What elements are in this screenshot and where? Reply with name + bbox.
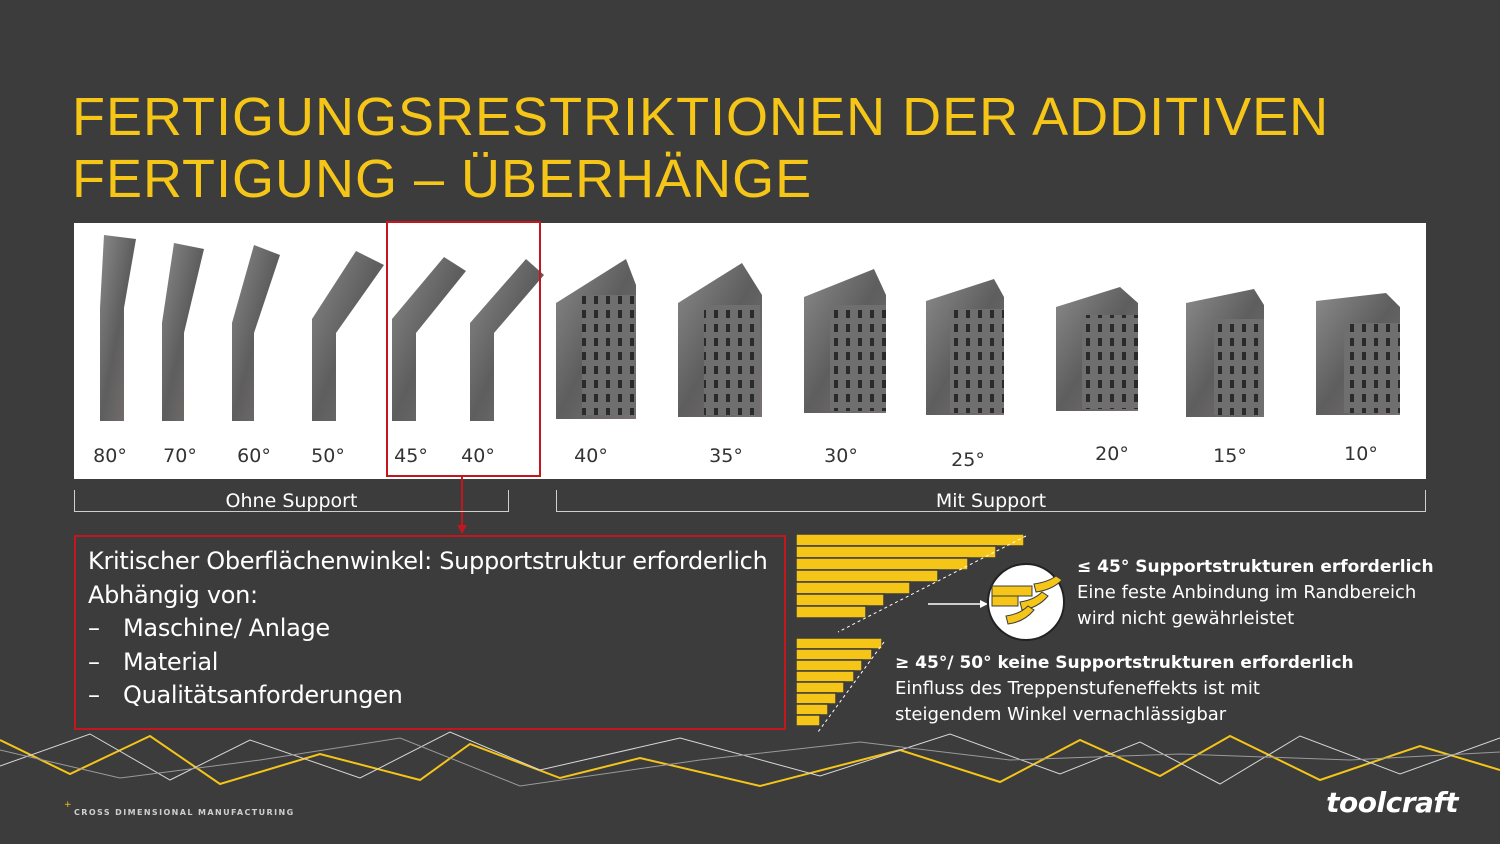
no-support-line-2: steigendem Winkel vernachlässigbar [895, 704, 1227, 725]
angle-label: 40° [574, 445, 608, 467]
footer-tagline: CROSS DIMENSIONAL MANUFACTURING [74, 808, 295, 817]
bracket-with-support: Mit Support [556, 490, 1426, 512]
no-support-text: ≥ 45°/ 50° keine Supportstrukturen erfor… [895, 650, 1354, 728]
detail-magnifier [987, 563, 1065, 641]
title-line-2: FERTIGUNG – ÜBERHÄNGE [72, 149, 813, 209]
support-needed-text: ≤ 45° Supportstrukturen erforderlich Ein… [1077, 554, 1434, 632]
support-needed-line-2: wird nicht gewährleistet [1077, 608, 1295, 629]
list-item: – Material [88, 646, 772, 680]
angle-label: 35° [709, 445, 743, 467]
label-with-support: Mit Support [935, 490, 1047, 512]
angle-label: 80° [93, 445, 127, 467]
list-dash: – [88, 681, 100, 709]
angle-label: 25° [951, 449, 985, 471]
support-needed-heading: ≤ 45° Supportstrukturen erforderlich [1077, 557, 1434, 577]
angle-label: 15° [1213, 445, 1247, 467]
page-title: FERTIGUNGSRESTRIKTIONEN DER ADDITIVEN FE… [72, 86, 1329, 210]
angle-label: 70° [163, 445, 197, 467]
plus-icon: + [64, 800, 72, 810]
staircase-support-diagram [796, 534, 1027, 633]
sample-30 [804, 269, 886, 413]
angle-label: 10° [1344, 443, 1378, 465]
title-line-1: FERTIGUNGSRESTRIKTIONEN DER ADDITIVEN [72, 87, 1330, 147]
sample-15 [1186, 289, 1264, 417]
critical-angle-highlight [386, 221, 541, 477]
list-item-text: Material [123, 647, 219, 676]
angle-label: 40° [461, 445, 495, 467]
info-line-critical: Kritischer Oberflächenwinkel: Supportstr… [88, 547, 768, 575]
angle-label: 20° [1095, 443, 1129, 465]
printed-samples-image [100, 235, 1400, 421]
sample-20 [1056, 287, 1138, 411]
list-dash: – [88, 614, 100, 642]
sample-35 [678, 263, 762, 417]
sample-40a [470, 259, 544, 421]
bracket-without-support: Ohne Support [74, 490, 509, 512]
sample-10 [1316, 293, 1400, 415]
angle-label: 45° [394, 445, 428, 467]
sample-70 [162, 243, 204, 421]
angle-label: 30° [824, 445, 858, 467]
staircase-nosupport-diagram [796, 638, 885, 733]
label-without-support: Ohne Support [225, 490, 358, 512]
angle-label: 60° [237, 445, 271, 467]
list-item-text: Maschine/ Anlage [123, 614, 330, 642]
sample-photo-strip: 80° 70° 60° 50° 45° 40° 40° 35° 30° 25° … [74, 223, 1426, 479]
list-item: – Maschine/ Anlage [88, 612, 772, 646]
list-item: – Qualitätsanforderungen [88, 679, 772, 713]
sample-50 [312, 251, 384, 421]
connector-arrow [457, 477, 467, 534]
toolcraft-logo: toolcraft [1326, 786, 1458, 819]
sample-60 [232, 245, 280, 421]
no-support-heading: ≥ 45°/ 50° keine Supportstrukturen erfor… [895, 653, 1354, 673]
info-line-depends: Abhängig von: [88, 580, 258, 609]
critical-angle-info-box: Kritischer Oberflächenwinkel: Supportstr… [74, 535, 786, 730]
support-needed-line-1: Eine feste Anbindung im Randbereich [1077, 582, 1417, 603]
list-item-text: Qualitätsanforderungen [123, 681, 403, 709]
sample-80 [100, 235, 136, 421]
no-support-line-1: Einfluss des Treppenstufeneffekts ist mi… [895, 678, 1260, 699]
decorative-polygon-band [0, 731, 1500, 788]
list-dash: – [88, 647, 100, 676]
angle-label: 50° [311, 445, 345, 467]
sample-40b [556, 259, 636, 419]
sample-25 [926, 279, 1004, 415]
sample-45 [392, 257, 466, 421]
